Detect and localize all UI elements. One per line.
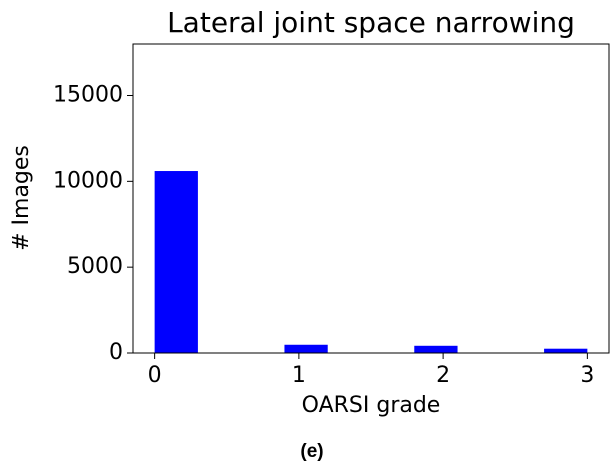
bar [544, 348, 588, 353]
y-tick-label: 0 [109, 340, 123, 365]
x-tick-label: 0 [148, 363, 162, 388]
x-axis-label: OARSI grade [302, 393, 441, 418]
y-tick-label: 15000 [53, 83, 123, 108]
bar [284, 344, 328, 353]
y-tick-label: 5000 [67, 254, 123, 279]
plot-frame [132, 43, 610, 354]
bar [414, 345, 458, 353]
x-tick-label: 3 [580, 363, 594, 388]
y-axis-label: # Images [9, 145, 34, 251]
bar [154, 171, 198, 353]
x-tick-label: 2 [436, 363, 450, 388]
chart-title: Lateral joint space narrowing [167, 6, 575, 39]
caption: (e) [300, 441, 323, 462]
y-tick-label: 10000 [53, 168, 123, 193]
x-tick-label: 1 [292, 363, 306, 388]
